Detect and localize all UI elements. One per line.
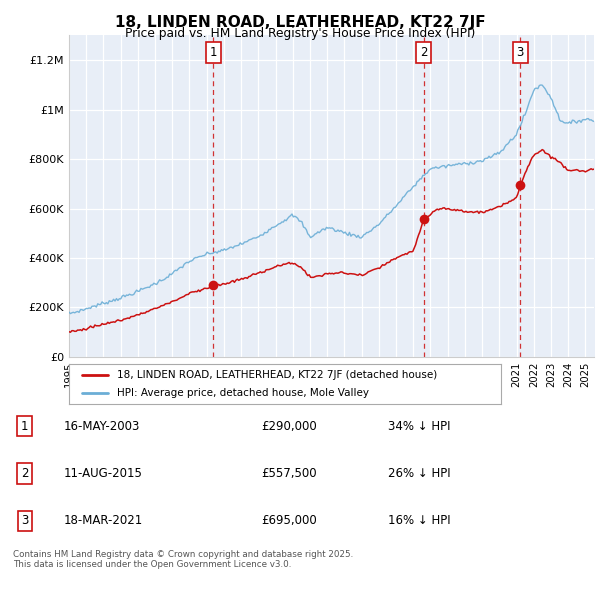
Text: 3: 3 [21,514,28,527]
Text: 16% ↓ HPI: 16% ↓ HPI [388,514,451,527]
Text: 11-AUG-2015: 11-AUG-2015 [64,467,143,480]
Text: 34% ↓ HPI: 34% ↓ HPI [388,419,451,433]
Text: 18, LINDEN ROAD, LEATHERHEAD, KT22 7JF: 18, LINDEN ROAD, LEATHERHEAD, KT22 7JF [115,15,485,30]
Text: 3: 3 [517,46,524,59]
Text: 18-MAR-2021: 18-MAR-2021 [64,514,143,527]
Text: 2: 2 [420,46,428,59]
Text: 1: 1 [21,419,28,433]
Text: Contains HM Land Registry data © Crown copyright and database right 2025.
This d: Contains HM Land Registry data © Crown c… [13,550,353,569]
Text: 16-MAY-2003: 16-MAY-2003 [64,419,140,433]
Text: £695,000: £695,000 [261,514,317,527]
Text: HPI: Average price, detached house, Mole Valley: HPI: Average price, detached house, Mole… [116,388,368,398]
Text: 18, LINDEN ROAD, LEATHERHEAD, KT22 7JF (detached house): 18, LINDEN ROAD, LEATHERHEAD, KT22 7JF (… [116,370,437,380]
Text: 26% ↓ HPI: 26% ↓ HPI [388,467,451,480]
Text: Price paid vs. HM Land Registry's House Price Index (HPI): Price paid vs. HM Land Registry's House … [125,27,475,40]
Text: 1: 1 [209,46,217,59]
Text: £290,000: £290,000 [261,419,317,433]
Text: 2: 2 [21,467,28,480]
Text: £557,500: £557,500 [261,467,317,480]
